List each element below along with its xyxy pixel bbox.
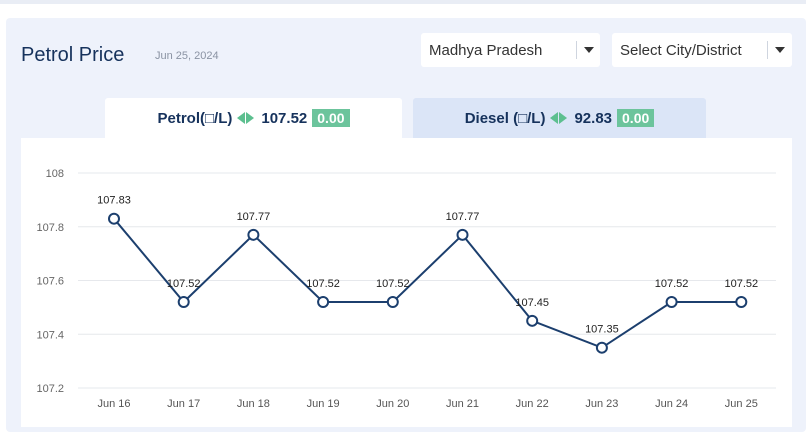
tab-petrol-label: Petrol(□/L) [157,109,233,127]
x-tick-label: Jun 18 [237,398,270,410]
price-change-arrows-icon [237,112,255,124]
data-point [317,296,330,308]
state-select-value: Madhya Pradesh [429,41,543,59]
select-divider [576,41,577,59]
data-label: 107.45 [515,297,549,309]
data-label: 107.52 [376,278,410,290]
data-point [386,296,399,308]
data-point [108,212,120,225]
x-tick-label: Jun 22 [516,398,549,410]
y-tick-label: 108 [46,168,64,180]
top-strip [0,0,806,4]
city-select-placeholder: Select City/District [620,41,742,59]
data-label: 107.52 [655,278,689,290]
chart-container [21,138,792,427]
data-label: 107.35 [585,324,619,336]
x-tick-label: Jun 19 [307,398,340,410]
chevron-down-icon[interactable] [775,47,785,53]
series-line [113,218,742,349]
data-label: 107.77 [237,211,271,223]
diesel-change-badge: 0.00 [617,109,655,127]
diesel-price: 92.83 [574,109,613,127]
data-label: 107.52 [724,278,758,290]
data-point [735,296,748,308]
chevron-down-icon[interactable] [584,47,594,53]
tab-diesel-label: Diesel (□/L) [464,109,546,127]
petrol-price: 107.52 [261,109,308,127]
tab-diesel[interactable]: Diesel (□/L) 92.83 0.00 [413,98,706,138]
y-tick-label: 107.6 [36,276,64,288]
select-divider [767,41,768,59]
x-tick-label: Jun 21 [446,398,479,410]
price-date: Jun 25, 2024 [155,50,219,62]
x-tick-label: Jun 17 [167,398,200,410]
data-point [247,228,260,241]
x-tick-label: Jun 16 [97,398,130,410]
data-point [665,296,678,308]
petrol-change-badge: 0.00 [312,109,350,127]
y-tick-label: 107.4 [36,329,64,341]
y-tick-label: 107.2 [36,383,64,395]
data-point [526,314,539,327]
data-label: 107.77 [446,211,480,223]
data-label: 107.52 [306,278,340,290]
x-tick-label: Jun 23 [585,398,618,410]
y-tick-label: 107.8 [36,222,64,234]
data-label: 107.83 [97,195,131,207]
x-tick-label: Jun 24 [655,398,688,410]
city-select[interactable]: Select City/District [612,33,792,67]
page-title: Petrol Price [21,44,125,66]
x-tick-label: Jun 20 [376,398,409,410]
tab-petrol[interactable]: Petrol(□/L) 107.52 0.00 [105,98,402,138]
data-point [595,341,608,354]
data-point [456,228,469,241]
state-select[interactable]: Madhya Pradesh [421,33,600,67]
data-point [177,296,190,308]
x-tick-label: Jun 25 [725,398,758,410]
data-label: 107.52 [167,278,201,290]
price-change-arrows-icon [550,112,568,124]
